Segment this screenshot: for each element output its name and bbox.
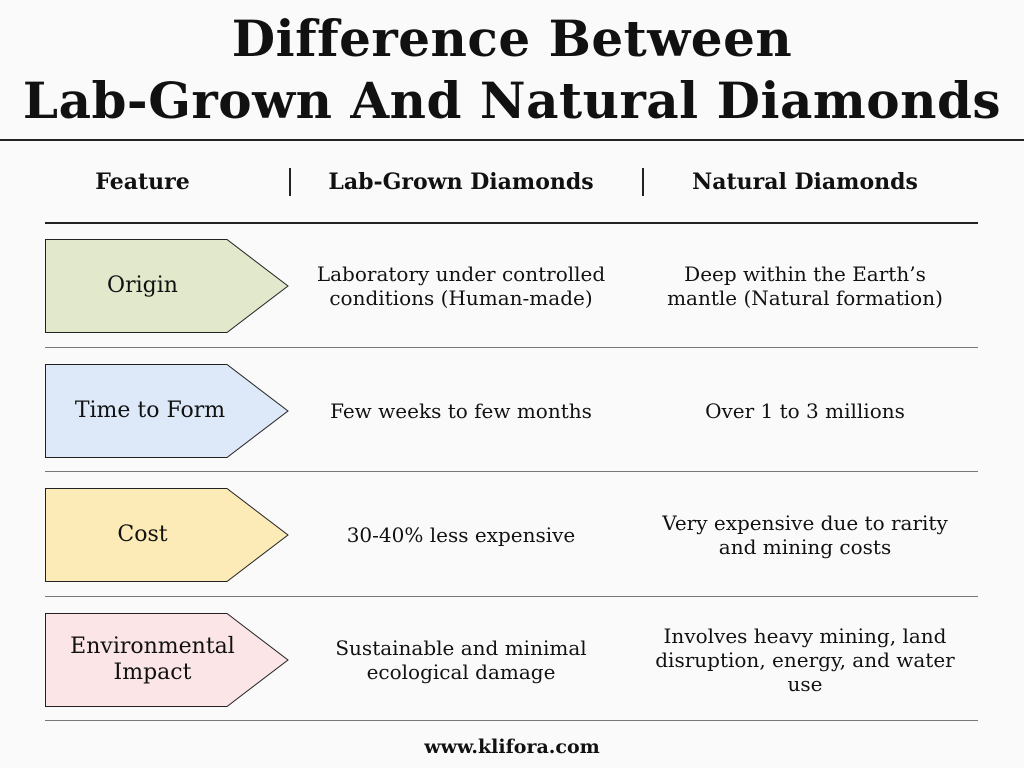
natural-cell: Deep within the Earth’s mantle (Natural … <box>667 262 943 310</box>
lab-grown-cell: Laboratory under controlled conditions (… <box>316 262 606 310</box>
arrow-shape <box>45 364 289 458</box>
header-natural: Natural Diamonds <box>692 169 918 195</box>
row-divider <box>45 471 978 472</box>
feature-label: Origin <box>107 273 178 298</box>
feature-arrow: Time to Form <box>45 364 289 458</box>
footer-url: www.klifora.com <box>424 736 600 758</box>
feature-arrow: Cost <box>45 488 289 582</box>
lab-grown-cell: Few weeks to few months <box>330 399 592 423</box>
header-lab-grown: Lab-Grown Diamonds <box>328 169 594 195</box>
page-title-line-1: Difference Between <box>231 9 793 68</box>
feature-label: Cost <box>117 522 168 547</box>
title-divider <box>0 139 1024 141</box>
header-separator <box>289 168 291 196</box>
row-divider <box>45 720 978 721</box>
arrow-shape <box>45 613 289 707</box>
header-feature: Feature <box>95 169 190 195</box>
page-title-line-2: Lab-Grown And Natural Diamonds <box>22 71 1002 130</box>
natural-cell: Involves heavy mining, land disruption, … <box>655 624 955 696</box>
header-divider <box>45 222 978 224</box>
feature-arrow: Environmental Impact <box>45 613 289 707</box>
lab-grown-cell: 30-40% less expensive <box>346 523 576 547</box>
arrow-shape <box>45 488 289 582</box>
natural-cell: Very expensive due to rarity and mining … <box>662 511 948 559</box>
feature-label: Time to Form <box>74 398 226 423</box>
row-divider <box>45 347 978 348</box>
row-divider <box>45 596 978 597</box>
natural-cell: Over 1 to 3 millions <box>705 399 905 423</box>
arrow-shape <box>45 239 289 333</box>
feature-label: Environmental Impact <box>70 634 235 685</box>
header-separator <box>642 168 644 196</box>
feature-arrow: Origin <box>45 239 289 333</box>
lab-grown-cell: Sustainable and minimal ecological damag… <box>335 636 587 684</box>
